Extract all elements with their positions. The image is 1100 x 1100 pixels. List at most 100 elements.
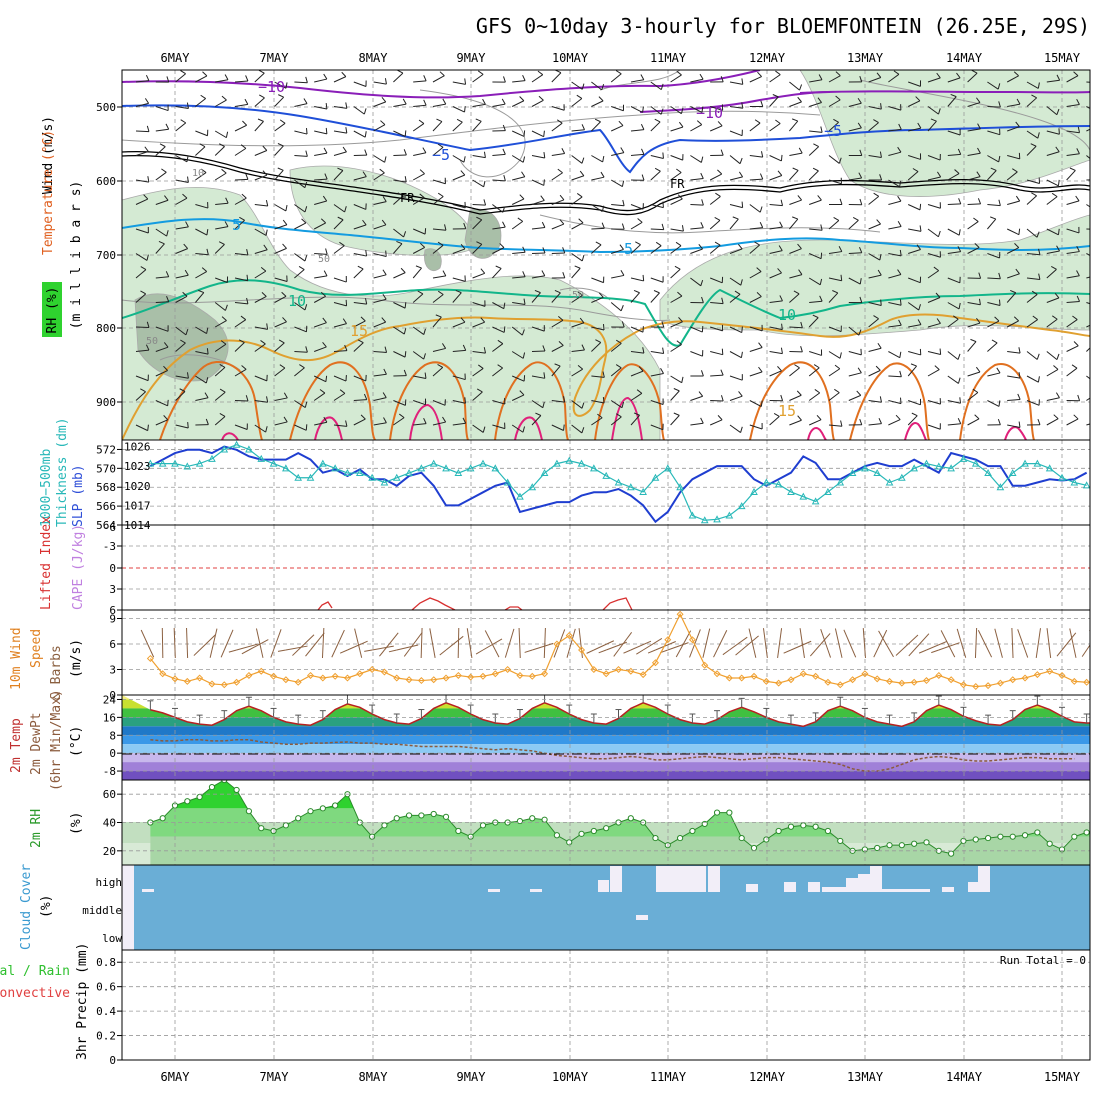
wind-barb [749, 122, 761, 132]
wind-barb [729, 81, 743, 85]
wind-marker [750, 672, 758, 680]
temperature-mask [122, 695, 1090, 727]
wind-barb-flag [495, 265, 502, 269]
wind-barb [987, 342, 998, 352]
wind-barb [432, 146, 444, 156]
wind-barb [1066, 367, 1078, 377]
wind-barb [412, 293, 424, 303]
wind-barb-flag [266, 323, 269, 330]
wind-barb [987, 302, 1001, 307]
wind-barb-flag [997, 418, 1001, 425]
wind-barb-flag [337, 167, 344, 171]
wind-barb [551, 72, 562, 83]
wind-barb [908, 249, 921, 254]
wind-barb [753, 649, 757, 658]
wind-barb-flag [698, 244, 703, 250]
wind-barb [305, 649, 311, 657]
wind-barb-flag [404, 176, 407, 183]
wind-marker [1021, 674, 1029, 682]
wind-barb-flag [877, 269, 882, 276]
thickness-marker [429, 459, 438, 467]
wind-barb [1046, 130, 1060, 135]
wind-barb-flag [399, 413, 405, 419]
wind-barb [908, 277, 921, 284]
wind-barb [333, 204, 345, 213]
rh-label-50b: 50 [572, 290, 584, 301]
wind-barb [294, 222, 307, 230]
wind-barb [429, 628, 435, 651]
wind-barb-flag [501, 98, 506, 105]
wind-marker [922, 677, 930, 685]
wind-marker [454, 671, 462, 679]
wind-barb [947, 203, 961, 205]
wind-barb [135, 375, 149, 382]
wind-barb [472, 391, 483, 401]
wind-barb-flag [620, 305, 624, 312]
wind-barb [571, 400, 583, 409]
wind-barb [809, 228, 823, 231]
tick-label: 6 [109, 604, 116, 617]
wind-barb-flag [283, 392, 288, 399]
wind-barb [531, 227, 545, 230]
rh-marker [282, 822, 289, 829]
wind-barb [140, 629, 151, 651]
wind-barb-flag [579, 317, 585, 324]
thickness-marker [898, 473, 906, 481]
wind-barb [777, 649, 780, 658]
wind-barb [789, 326, 803, 329]
wind-barb-flag [1037, 82, 1040, 89]
wind-barb-flag [304, 401, 308, 408]
wind-barb [339, 649, 348, 654]
wind-barb [1086, 155, 1090, 160]
wind-barb-flag [758, 366, 763, 373]
wind-barb-flag [859, 246, 863, 253]
wind-barb-flag [240, 144, 247, 149]
rh-marker [750, 844, 758, 852]
wind-barb [175, 106, 189, 109]
thickness-grid [122, 440, 1090, 526]
wind-barb [967, 418, 980, 426]
wind-barb [432, 316, 442, 328]
wind-barb-flag [876, 219, 881, 225]
rh-marker [997, 833, 1004, 840]
wind-barb-flag [423, 417, 427, 424]
contour-minus5 [122, 104, 1090, 174]
wind-barb [591, 81, 603, 91]
wind-marker [614, 665, 623, 674]
wind-barb [848, 102, 862, 107]
wind-barb-flag [499, 243, 505, 248]
rh-marker [529, 815, 536, 822]
wind-barb-flag [563, 396, 566, 403]
wind-barb [690, 277, 702, 287]
wind-barb [353, 176, 367, 181]
wind-barb [1006, 320, 1019, 328]
wind-barb [472, 155, 486, 159]
wind-barb-flag [140, 388, 146, 393]
wind-barb-flag [917, 122, 922, 129]
wind-barb [690, 178, 704, 181]
wind-marker [836, 681, 844, 689]
wind-barb-flag [835, 95, 841, 101]
wind-barb-flag [1031, 94, 1037, 99]
wind-barb-flag [325, 248, 328, 255]
wind-marker [270, 672, 278, 680]
wind-barb [802, 649, 805, 658]
wind-barb-flag [147, 424, 149, 431]
wind-barb [571, 267, 581, 279]
wind-barb [918, 649, 927, 654]
wind-barb [314, 78, 327, 83]
wind-barb [209, 649, 213, 658]
wind-barb-flag [934, 365, 940, 370]
wind-barb [532, 642, 554, 651]
wind-barb-flag [758, 342, 763, 348]
wind-barb [578, 628, 583, 651]
rh-marker [393, 815, 400, 822]
wind-barb [393, 351, 406, 358]
thickness-marker [1070, 478, 1079, 486]
wind-barb-flag [282, 243, 287, 249]
wind-barb [393, 272, 406, 279]
tick-label: 40 [103, 817, 116, 830]
wind-barb [927, 253, 941, 258]
thickness-marker [614, 478, 623, 486]
wind-barb-flag [1016, 98, 1021, 105]
